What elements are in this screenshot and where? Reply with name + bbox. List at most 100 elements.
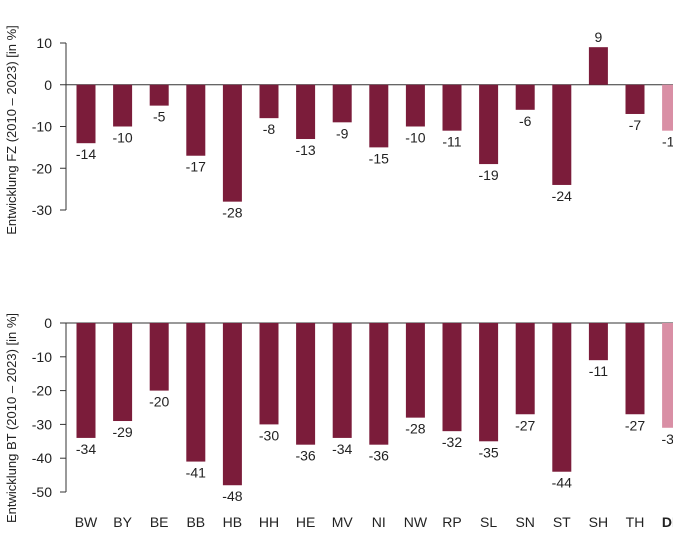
value-labels-bt: -34-29-20-41-48-30-36 -34 -36-28-32-35-27-… bbox=[76, 363, 673, 504]
bars-fz bbox=[76, 47, 673, 202]
category-label-sl: SL bbox=[480, 514, 497, 530]
bar-fz-by bbox=[113, 84, 133, 127]
bar-bt-hh bbox=[259, 323, 279, 425]
bar-bt-sl bbox=[479, 323, 499, 442]
value-label-bt-sn: -27 bbox=[515, 417, 535, 433]
y-tick-label-bt: -20 bbox=[32, 383, 52, 399]
bar-bt-bw bbox=[76, 323, 96, 438]
bar-bt-rp bbox=[442, 323, 462, 432]
value-label-fz-bw: -14 bbox=[76, 146, 96, 162]
y-tick-label-bt: 0 bbox=[44, 315, 52, 331]
y-tick-label-fz: 0 bbox=[44, 77, 52, 93]
bars-bt bbox=[76, 323, 673, 486]
value-label-fz-sn: -6 bbox=[519, 113, 532, 129]
category-label-nw: NW bbox=[404, 514, 428, 530]
category-label-by: BY bbox=[113, 514, 132, 530]
value-label-fz-he: -13 bbox=[295, 142, 315, 158]
category-label-bw: BW bbox=[75, 514, 98, 530]
value-label-bt-rp: -32 bbox=[442, 434, 462, 450]
bar-bt-he bbox=[296, 323, 316, 445]
value-label-bt-st: -44 bbox=[552, 475, 572, 491]
bar-fz-bb bbox=[186, 84, 206, 156]
bar-bt-de bbox=[662, 323, 673, 428]
bar-bt-mv bbox=[332, 323, 352, 438]
value-label-fz-sh: 9 bbox=[595, 29, 603, 45]
category-label-de: DE bbox=[662, 514, 673, 530]
y-tick-label-fz: -30 bbox=[32, 202, 52, 218]
bar-fz-mv bbox=[332, 84, 352, 123]
bar-fz-sl bbox=[479, 84, 499, 165]
value-label-bt-be: -20 bbox=[149, 394, 169, 410]
value-label-bt-sl: -35 bbox=[478, 444, 498, 460]
value-label-bt-he: -36 bbox=[295, 448, 315, 464]
bar-fz-th bbox=[625, 84, 645, 114]
value-label-bt-th: -27 bbox=[625, 417, 645, 433]
category-label-sh: SH bbox=[589, 514, 608, 530]
category-label-sn: SN bbox=[515, 514, 534, 530]
value-label-fz-ni: -15 bbox=[369, 150, 389, 166]
value-label-fz-sl: -19 bbox=[478, 167, 498, 183]
y-tick-label-bt: -50 bbox=[32, 484, 52, 500]
value-label-bt-bw: -34 bbox=[76, 441, 96, 457]
bar-fz-nw bbox=[405, 84, 425, 127]
y-tick-label-fz: -20 bbox=[32, 160, 52, 176]
category-label-ni: NI bbox=[372, 514, 386, 530]
value-label-bt-de: -31 bbox=[661, 431, 673, 447]
chart-fz: Entwicklung FZ (2010 – 2023) [in %] 10 0 -… bbox=[4, 25, 673, 235]
value-label-bt-nw: -28 bbox=[405, 421, 425, 437]
y-tick-label-fz: 10 bbox=[36, 35, 52, 51]
bar-bt-st bbox=[552, 323, 572, 472]
bar-fz-sn bbox=[515, 84, 535, 110]
value-label-bt-hh: -30 bbox=[259, 427, 279, 443]
value-label-fz-hb: -28 bbox=[222, 205, 242, 221]
value-label-fz-rp: -11 bbox=[442, 134, 461, 150]
bar-bt-ni bbox=[369, 323, 389, 445]
value-label-fz-be: -5 bbox=[153, 109, 166, 125]
category-label-hb: HB bbox=[223, 514, 242, 530]
category-labels: BW BY BE BB HB HH HE MV NI NW RP SL SN ST SH TH DE bbox=[75, 514, 673, 530]
value-label-bt-hb: -48 bbox=[222, 488, 242, 504]
bar-bt-bb bbox=[186, 323, 206, 462]
bar-fz-de bbox=[662, 84, 673, 131]
bar-bt-by bbox=[113, 323, 133, 422]
value-label-bt-sh: -11 bbox=[589, 363, 608, 379]
y-tick-label-bt: -40 bbox=[32, 450, 52, 466]
bar-bt-sh bbox=[588, 323, 608, 361]
bar-fz-bw bbox=[76, 84, 96, 144]
value-label-fz-by: -10 bbox=[112, 130, 132, 146]
value-label-fz-th: -7 bbox=[629, 117, 642, 133]
category-label-bb: BB bbox=[186, 514, 205, 530]
bar-fz-he bbox=[296, 84, 316, 140]
bar-fz-hb bbox=[222, 84, 242, 202]
category-label-th: TH bbox=[626, 514, 645, 530]
y-ticks-bt: 0 -10 -20 -30 -40 -50 bbox=[32, 315, 673, 500]
category-label-rp: RP bbox=[442, 514, 461, 530]
bar-fz-rp bbox=[442, 84, 462, 131]
bar-fz-hh bbox=[259, 84, 279, 119]
value-label-fz-mv: -9 bbox=[336, 125, 349, 141]
bar-bt-be bbox=[149, 323, 169, 391]
value-label-fz-hh: -8 bbox=[263, 121, 276, 137]
bar-fz-sh bbox=[588, 47, 608, 85]
value-label-bt-ni: -36 bbox=[369, 448, 389, 464]
y-tick-label-bt: -10 bbox=[32, 349, 52, 365]
bar-bt-sn bbox=[515, 323, 535, 415]
value-label-bt-by: -29 bbox=[112, 424, 132, 440]
value-label-fz-de: -11 bbox=[662, 134, 673, 150]
value-label-fz-nw: -10 bbox=[405, 130, 425, 146]
chart-bt: Entwicklung BT (2010 – 2023) [in %] 0 -10… bbox=[4, 313, 673, 530]
value-label-fz-st: -24 bbox=[552, 188, 572, 204]
category-label-be: BE bbox=[150, 514, 169, 530]
value-label-bt-mv: -34 bbox=[332, 441, 352, 457]
y-tick-label-fz: -10 bbox=[32, 119, 52, 135]
y-tick-label-bt: -30 bbox=[32, 416, 52, 432]
value-label-fz-bb: -17 bbox=[186, 159, 206, 175]
y-axis-title-fz: Entwicklung FZ (2010 – 2023) [in %] bbox=[4, 25, 19, 235]
category-label-mv: MV bbox=[332, 514, 354, 530]
bar-bt-hb bbox=[222, 323, 242, 486]
value-label-bt-bb: -41 bbox=[186, 465, 206, 481]
bar-fz-ni bbox=[369, 84, 389, 148]
value-labels-fz: -14 -10 -5 -17 -28 -8 -13 -9 -15 -10 -11 -19 -6 -24 9 -… bbox=[76, 29, 673, 220]
category-label-he: HE bbox=[296, 514, 315, 530]
